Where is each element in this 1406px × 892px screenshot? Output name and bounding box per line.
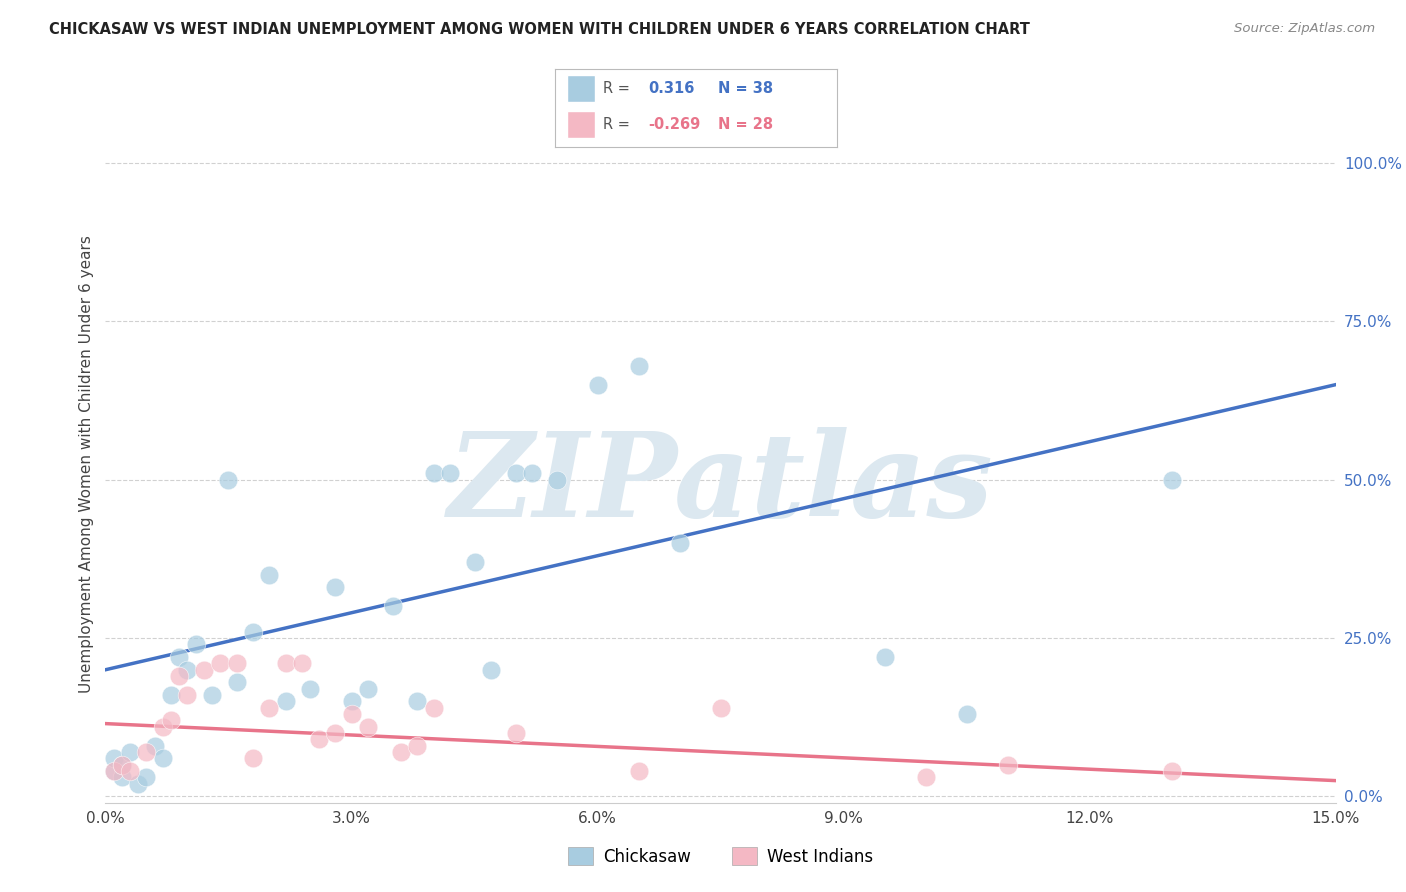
Point <box>668 536 690 550</box>
Point <box>323 581 346 595</box>
Point <box>193 663 215 677</box>
Point <box>627 764 650 778</box>
Point <box>135 771 157 785</box>
Point <box>546 473 568 487</box>
Point <box>505 467 527 481</box>
Point <box>997 757 1019 772</box>
Text: R =: R = <box>603 81 634 95</box>
Point <box>586 377 609 392</box>
Point <box>464 555 486 569</box>
Point <box>103 764 125 778</box>
Point <box>357 720 380 734</box>
Point <box>160 688 183 702</box>
Point <box>120 745 141 759</box>
Point <box>242 624 264 639</box>
Point <box>127 777 149 791</box>
Point <box>274 694 297 708</box>
Point <box>135 745 157 759</box>
Point <box>308 732 330 747</box>
Legend: Chickasaw, West Indians: Chickasaw, West Indians <box>561 840 880 872</box>
Point <box>103 764 125 778</box>
Bar <box>567 112 595 137</box>
Text: 0.316: 0.316 <box>648 81 695 95</box>
Point <box>201 688 224 702</box>
Point <box>259 700 281 714</box>
Text: R =: R = <box>603 117 634 132</box>
Point <box>169 669 191 683</box>
Point <box>176 663 198 677</box>
Point <box>111 771 134 785</box>
Point <box>340 694 363 708</box>
Point <box>111 757 134 772</box>
Point <box>340 707 363 722</box>
Point <box>520 467 543 481</box>
Point <box>357 681 380 696</box>
Point <box>505 726 527 740</box>
Point <box>111 757 134 772</box>
Point <box>160 714 183 728</box>
Point <box>259 567 281 582</box>
Point <box>389 745 412 759</box>
Point <box>176 688 198 702</box>
Point <box>184 637 207 651</box>
Point <box>143 739 166 753</box>
Point <box>323 726 346 740</box>
Point <box>422 700 444 714</box>
Text: ZIPatlas: ZIPatlas <box>447 426 994 541</box>
Point <box>152 751 174 765</box>
Point <box>956 707 979 722</box>
Point <box>479 663 502 677</box>
Point <box>225 675 247 690</box>
Point <box>291 657 314 671</box>
Text: N = 28: N = 28 <box>718 117 773 132</box>
Point <box>406 694 429 708</box>
Y-axis label: Unemployment Among Women with Children Under 6 years: Unemployment Among Women with Children U… <box>79 235 94 693</box>
Point <box>209 657 232 671</box>
Point <box>103 751 125 765</box>
Point <box>225 657 247 671</box>
Point <box>710 700 733 714</box>
Point <box>152 720 174 734</box>
Text: -0.269: -0.269 <box>648 117 700 132</box>
Text: CHICKASAW VS WEST INDIAN UNEMPLOYMENT AMONG WOMEN WITH CHILDREN UNDER 6 YEARS CO: CHICKASAW VS WEST INDIAN UNEMPLOYMENT AM… <box>49 22 1031 37</box>
Point <box>381 599 404 614</box>
Point <box>439 467 461 481</box>
Point <box>627 359 650 373</box>
Text: Source: ZipAtlas.com: Source: ZipAtlas.com <box>1234 22 1375 36</box>
Point <box>299 681 322 696</box>
Point <box>169 650 191 665</box>
Bar <box>567 75 595 102</box>
Point <box>274 657 297 671</box>
Point <box>873 650 896 665</box>
Point <box>242 751 264 765</box>
Point <box>914 771 936 785</box>
Point <box>1160 764 1182 778</box>
Point <box>1160 473 1182 487</box>
Point <box>422 467 444 481</box>
Text: N = 38: N = 38 <box>718 81 773 95</box>
Point <box>406 739 429 753</box>
Point <box>218 473 240 487</box>
Point <box>120 764 141 778</box>
